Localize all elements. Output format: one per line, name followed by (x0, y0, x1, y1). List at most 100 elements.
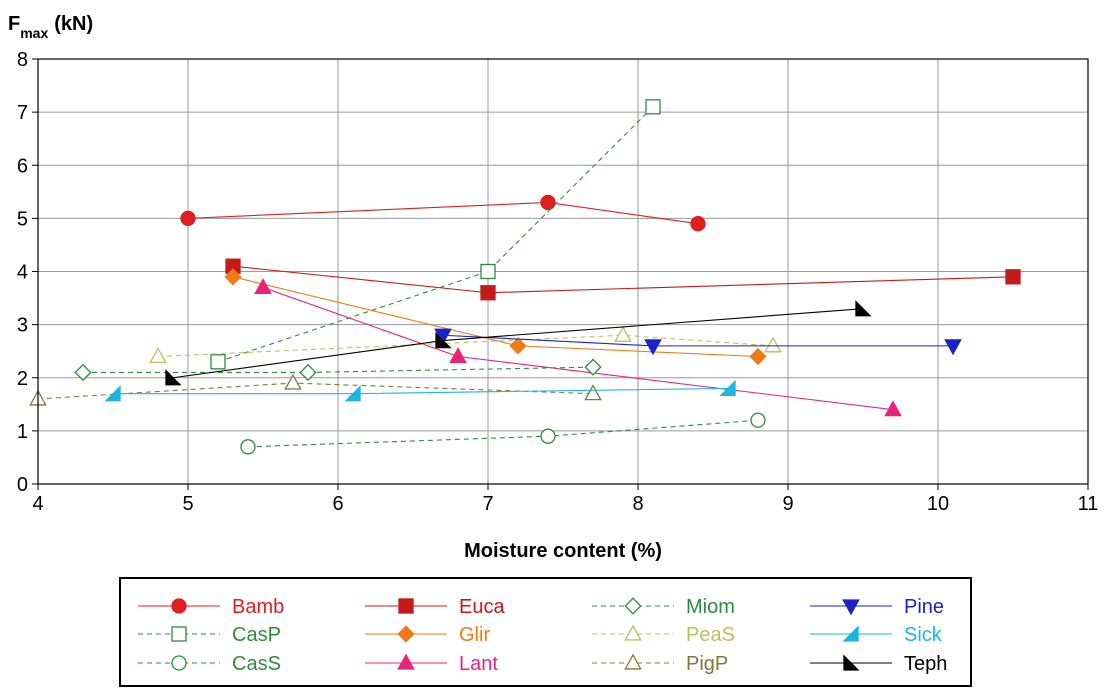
x-tick-label: 6 (332, 493, 343, 515)
data-point-miom (299, 363, 317, 382)
legend-label: Pine (904, 596, 944, 618)
plot-series (29, 99, 1021, 455)
y-axis-title-unit: (kN) (54, 13, 93, 35)
series-line-euca (232, 265, 1014, 294)
series-bamb (180, 194, 706, 232)
legend-item-miom: Miom (592, 596, 735, 618)
legend-item-cass: CasS (138, 653, 281, 675)
series-casp (210, 99, 661, 370)
x-tick-label: 8 (632, 493, 643, 515)
series-euca (225, 258, 1021, 301)
data-point-bamb (180, 210, 196, 227)
legend-marker (397, 625, 415, 643)
y-tick-label: 2 (17, 368, 28, 390)
data-point-pigp (284, 373, 302, 390)
data-point-cass (750, 412, 766, 428)
data-point-teph (165, 369, 182, 386)
legend-marker (171, 598, 187, 614)
legend-label: Sick (904, 624, 943, 646)
x-tick-label: 9 (782, 493, 793, 515)
y-tick-label: 5 (17, 208, 28, 230)
data-point-bamb (540, 194, 556, 211)
series-line-cass (247, 419, 759, 448)
data-point-sick (719, 379, 736, 397)
legend-marker (842, 625, 859, 642)
data-point-miom (74, 363, 92, 382)
data-point-glir (749, 347, 767, 366)
data-point-casp (210, 354, 226, 370)
legend-marker (842, 599, 860, 616)
legend-label: Miom (686, 596, 735, 618)
series-line-peas (157, 334, 774, 358)
data-point-cass (240, 439, 256, 455)
legend-marker (624, 597, 642, 615)
y-tick-label: 4 (17, 262, 28, 284)
legend-marker (624, 624, 642, 641)
data-point-casp (480, 263, 496, 280)
y-tick-label: 0 (17, 474, 28, 496)
data-point-peas (149, 347, 167, 364)
legend-label: CasS (232, 653, 281, 675)
y-tick-label: 3 (17, 315, 28, 337)
y-tick-label: 6 (17, 155, 28, 177)
data-point-pine (944, 339, 962, 356)
grid (37, 58, 1089, 485)
series-glir (224, 268, 767, 366)
legend-label: PigP (686, 653, 728, 675)
y-axis-title-sub: max (20, 25, 48, 41)
data-point-euca (480, 285, 496, 301)
legend-label: Bamb (232, 596, 284, 618)
legend-marker (624, 653, 642, 670)
data-point-sick (344, 385, 361, 402)
data-point-sick (104, 385, 121, 402)
series-line-bamb (187, 201, 699, 225)
data-point-pine (644, 339, 662, 356)
legend-label: CasP (232, 624, 281, 646)
y-axis-title-main: F (8, 13, 20, 35)
legend-marker (397, 653, 415, 670)
series-lant (254, 278, 902, 417)
data-point-glir (509, 337, 527, 355)
data-point-euca (1005, 269, 1021, 285)
legend-item-euca: Euca (365, 596, 505, 618)
legend-item-pigp: PigP (592, 653, 728, 675)
data-point-cass (540, 428, 556, 444)
data-point-peas (764, 336, 782, 353)
x-tick-label: 4 (32, 493, 43, 515)
data-point-lant (254, 278, 272, 295)
series-pine (434, 328, 962, 356)
data-point-casp (645, 99, 661, 115)
series-line-casp (217, 106, 654, 363)
data-point-lant (449, 347, 467, 364)
x-tick-label: 5 (182, 493, 193, 515)
data-point-teph (855, 300, 872, 317)
data-point-bamb (690, 216, 706, 232)
legend-marker (398, 598, 414, 614)
data-point-teph (435, 331, 452, 349)
data-point-miom (584, 358, 602, 376)
x-tick-label: 7 (482, 493, 493, 515)
y-axis-title: Fmax (kN) (8, 13, 93, 41)
legend: Bamb Euca Miom Pine CasP Glir PeaS Sick CasS Lant… (119, 577, 972, 687)
x-axis-title: Moisture content (%) (464, 540, 662, 562)
data-point-glir (224, 268, 242, 286)
series-line-sick (113, 387, 729, 395)
series-sick (104, 379, 736, 402)
legend-label: Lant (459, 653, 498, 675)
legend-frame (119, 577, 972, 687)
legend-marker (843, 654, 860, 671)
legend-marker (171, 626, 187, 642)
legend-label: PeaS (686, 624, 735, 646)
legend-label: Glir (459, 624, 490, 646)
legend-item-peas: PeaS (592, 624, 735, 646)
legend-label: Teph (904, 653, 947, 675)
legend-marker (171, 655, 187, 671)
x-tick-label: 10 (927, 493, 949, 515)
legend-entries: Bamb Euca Miom Pine CasP Glir PeaS Sick CasS Lant… (138, 596, 947, 675)
legend-item-sick: Sick (810, 624, 943, 646)
x-tick-label: 11 (1078, 493, 1099, 515)
legend-item-bamb: Bamb (138, 596, 284, 618)
series-miom (74, 358, 602, 382)
y-tick-label: 8 (17, 49, 28, 71)
tick-labels: 4 5 6 7 8 9 10 11 0 1 2 3 4 5 6 7 8 (17, 49, 1099, 515)
